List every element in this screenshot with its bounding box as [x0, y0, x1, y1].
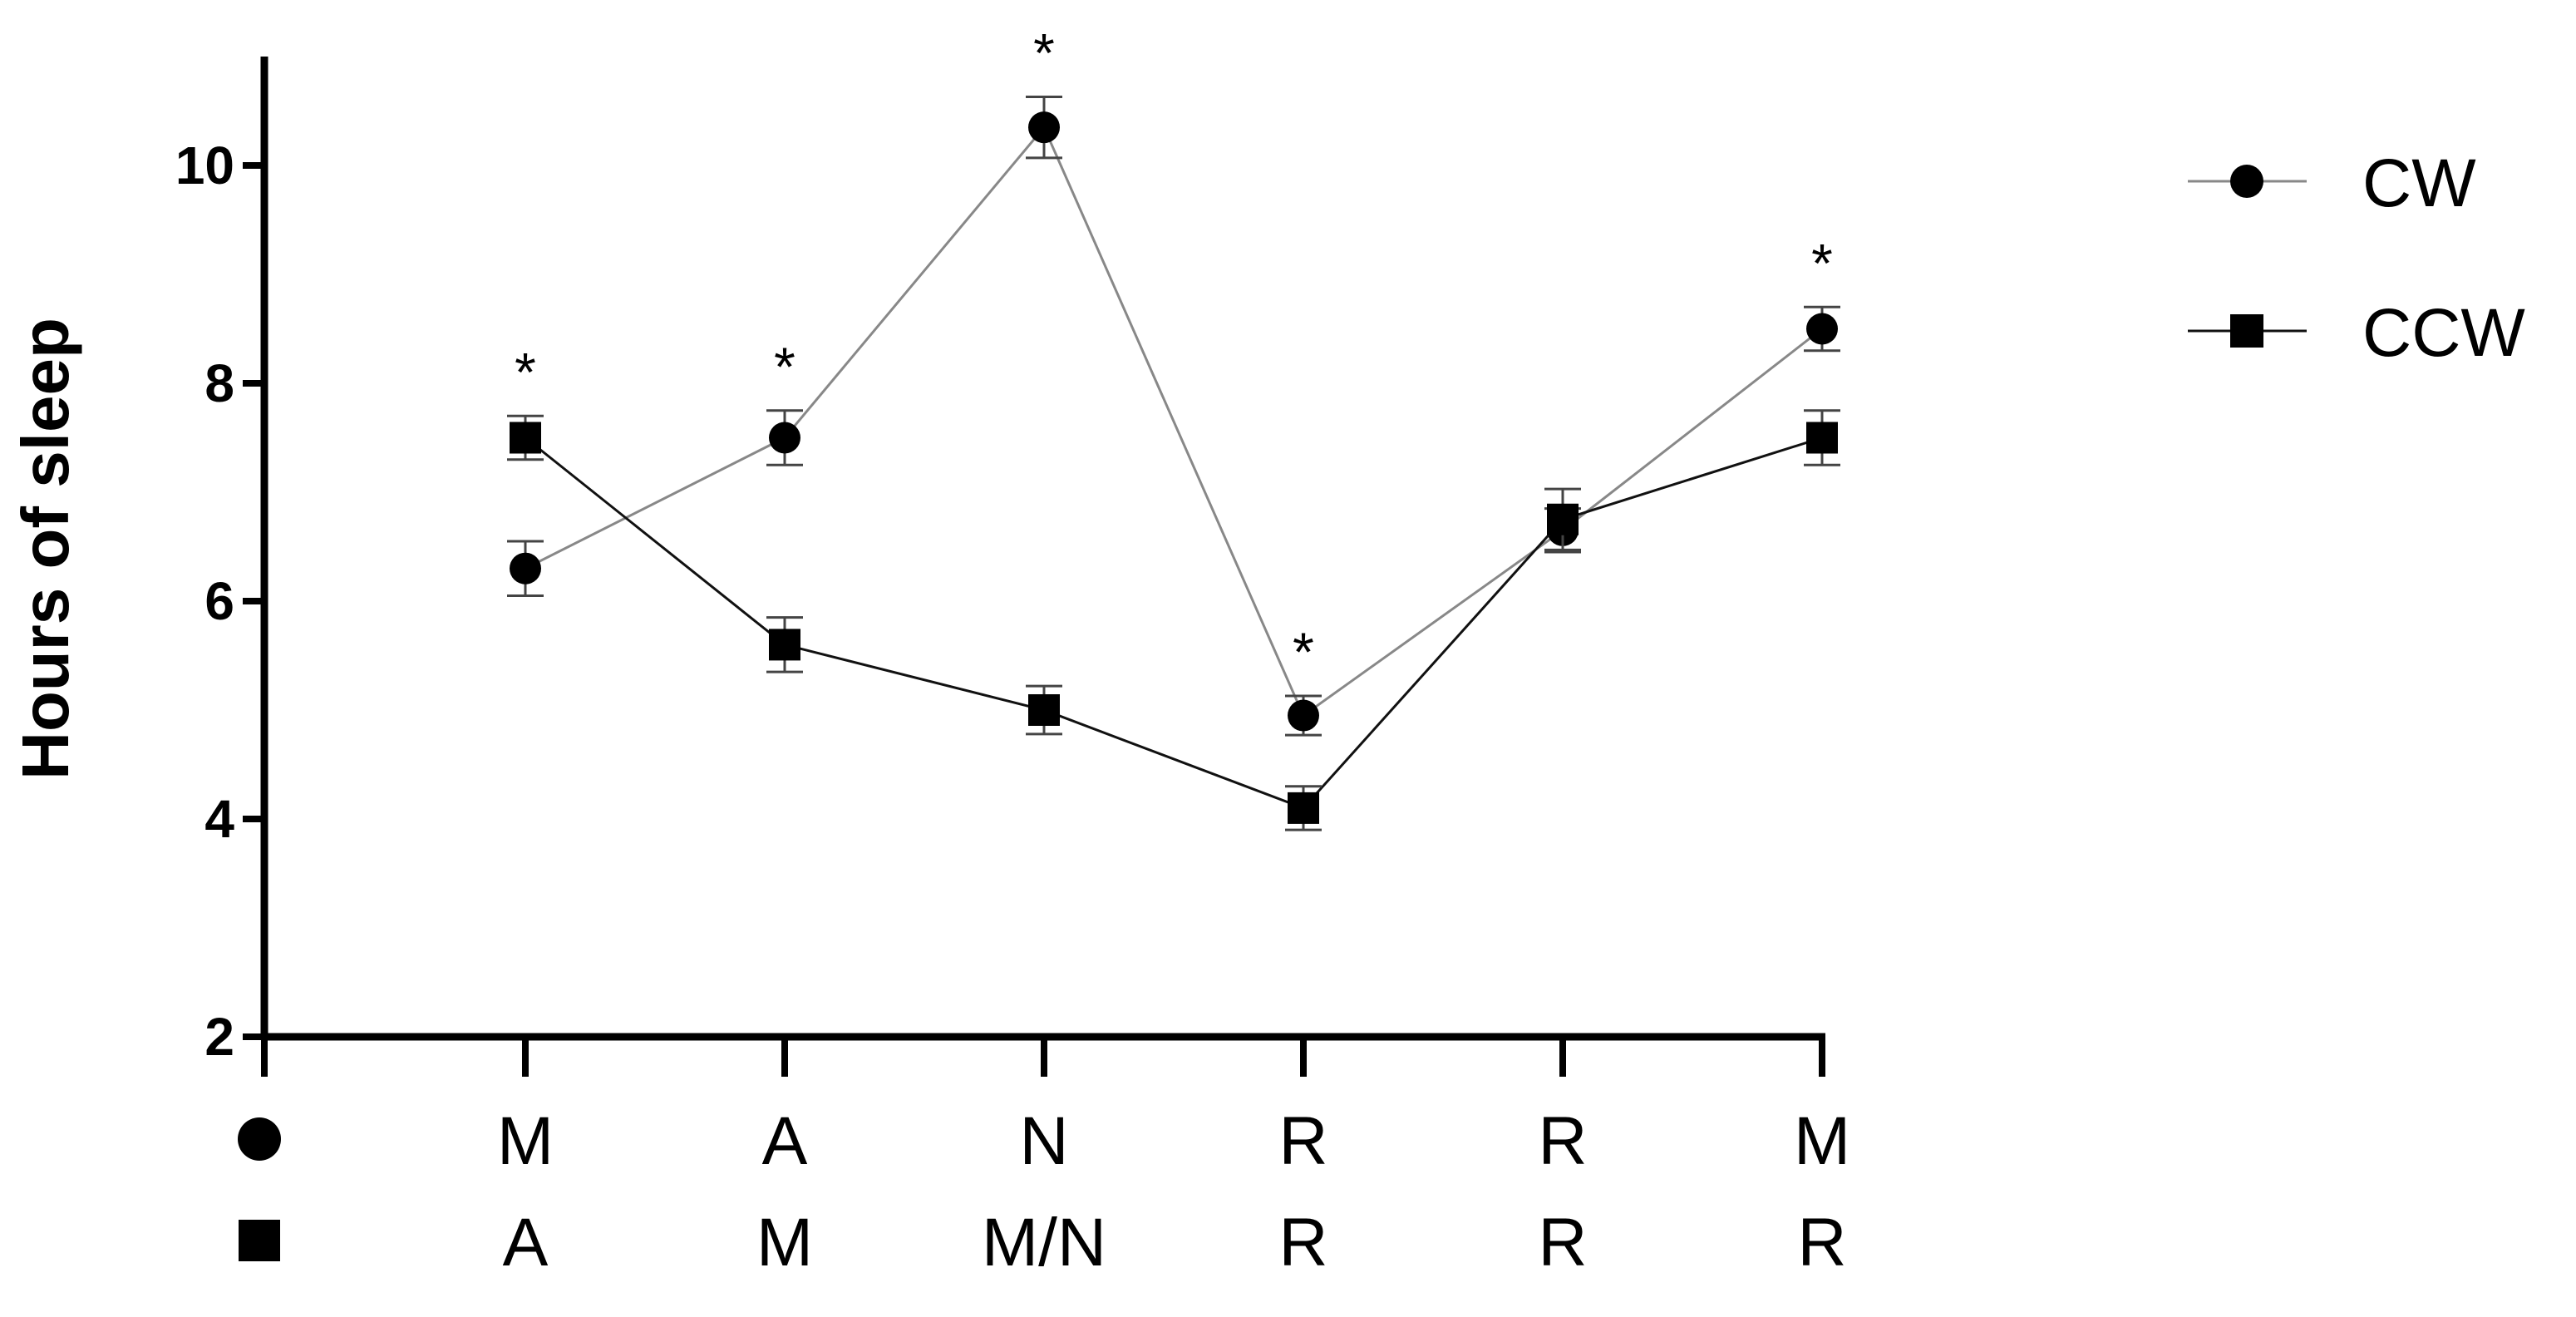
y-tick-label: 6	[204, 571, 234, 631]
significance-marker: *	[774, 336, 795, 397]
y-tick-label: 4	[204, 789, 234, 849]
x-axis-ticks	[261, 1037, 1825, 1077]
category-label-rows: M A N R R MA M M/N R R R	[238, 1103, 1850, 1280]
series-cw	[507, 95, 1840, 737]
row-key-circle-icon	[238, 1117, 281, 1161]
x-category-label: A	[762, 1103, 808, 1179]
x-category-label: R	[1278, 1205, 1327, 1280]
legend-label: CW	[2362, 146, 2476, 221]
series-line	[525, 437, 1823, 810]
x-category-label: M	[1794, 1103, 1850, 1179]
significance-marker: *	[1033, 22, 1055, 83]
series-line	[525, 125, 1823, 718]
legend-item-ccw: CCW	[2188, 295, 2525, 371]
data-point	[510, 552, 541, 585]
y-tick-label: 10	[175, 136, 234, 195]
y-axis-title: Hours of sleep	[8, 318, 82, 780]
y-tick-label: 8	[204, 353, 234, 413]
data-point	[769, 422, 800, 454]
axes	[260, 57, 1825, 1041]
annotations: * * * * *	[515, 22, 1833, 683]
x-category-label: M/N	[982, 1205, 1106, 1280]
data-point	[1288, 699, 1319, 732]
x-category-label: M	[756, 1205, 813, 1280]
x-category-label: R	[1278, 1103, 1327, 1179]
legend: CW CCW	[2188, 146, 2525, 371]
legend-square-icon	[2230, 314, 2263, 348]
x-category-label: R	[1538, 1205, 1587, 1280]
series-layer	[507, 95, 1840, 831]
y-tick-label: 2	[204, 1007, 234, 1067]
data-point	[1028, 111, 1060, 144]
legend-item-cw: CW	[2188, 146, 2476, 221]
data-point	[1288, 792, 1319, 824]
x-category-label: N	[1019, 1103, 1068, 1179]
x-category-label: R	[1538, 1103, 1587, 1179]
data-point	[1547, 503, 1579, 535]
legend-label: CCW	[2362, 295, 2525, 371]
legend-circle-icon	[2230, 165, 2263, 198]
series-ccw	[507, 409, 1840, 831]
data-point	[769, 629, 800, 661]
x-category-label: M	[497, 1103, 554, 1179]
significance-marker: *	[515, 341, 536, 402]
data-point	[1028, 694, 1060, 726]
data-point	[510, 422, 541, 454]
data-point	[1806, 422, 1838, 454]
significance-marker: *	[1811, 232, 1833, 293]
row-key-square-icon	[239, 1220, 280, 1261]
data-point	[1806, 313, 1838, 345]
y-axis-ticks: 2 4 6 8 10	[175, 136, 264, 1067]
x-category-label: R	[1797, 1205, 1846, 1280]
x-category-label: A	[503, 1205, 549, 1280]
significance-marker: *	[1293, 621, 1314, 683]
